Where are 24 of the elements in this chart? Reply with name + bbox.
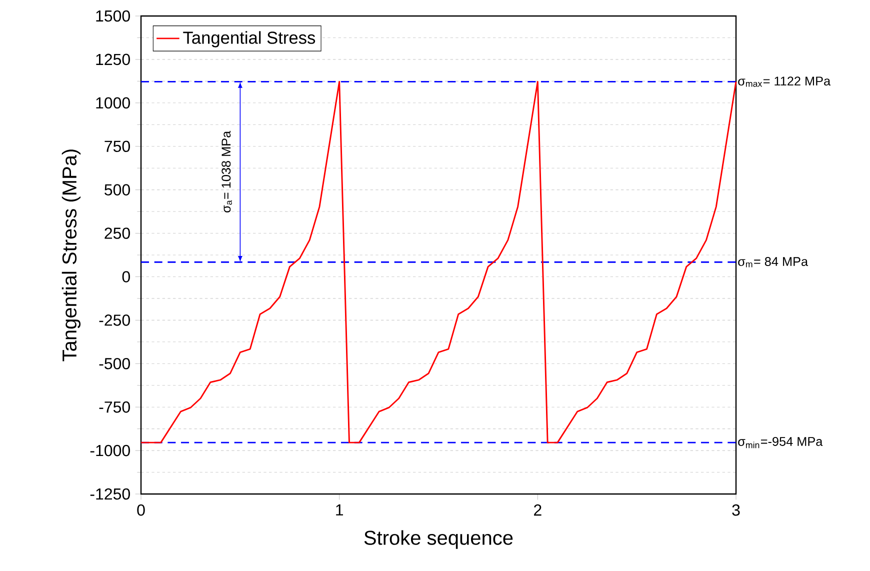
y-tick-label: -1250	[90, 488, 130, 500]
y-tick-label: 500	[104, 184, 130, 196]
x-tick-label: 0	[137, 504, 145, 516]
y-tick-label: 1250	[96, 54, 130, 66]
y-tick-label: -750	[99, 401, 130, 413]
ref-line-label: σ$_{max}$= 1122 MPa	[738, 76, 831, 87]
ref-line-label: σ$_{m}$= 84 MPa	[738, 257, 808, 268]
y-tick-label: 750	[104, 140, 130, 152]
x-axis-title: Stroke sequence	[364, 530, 513, 549]
annotation: σ$_{a}$= 1038 MPa	[222, 130, 232, 212]
y-tick-label: 0	[122, 271, 130, 282]
y-tick-label: 1000	[96, 97, 130, 109]
x-tick-label: 3	[732, 504, 740, 516]
y-tick-label: -1000	[90, 444, 130, 456]
y-tick-label: 250	[104, 228, 130, 239]
y-tick-label: -500	[99, 358, 130, 370]
y-axis-title: Tangential Stress (MPa)	[62, 150, 81, 362]
legend-label: Tangential Stress	[183, 31, 316, 48]
ref-line-label: σ$_{min}$=-954 MPa	[738, 436, 823, 448]
y-tick-label: -250	[99, 314, 130, 326]
x-tick-label: 2	[534, 504, 542, 516]
line-series	[140, 80, 737, 444]
x-tick-label: 1	[336, 504, 343, 516]
y-tick-label: 1500	[96, 10, 130, 22]
